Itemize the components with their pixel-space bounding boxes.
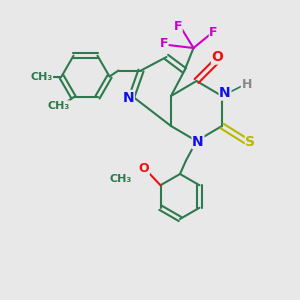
Text: N: N: [192, 135, 204, 148]
Text: S: S: [245, 136, 256, 149]
Text: O: O: [139, 161, 149, 175]
Text: N: N: [219, 86, 231, 100]
Text: F: F: [174, 20, 182, 33]
Text: N: N: [123, 91, 134, 104]
Text: CH₃: CH₃: [30, 71, 52, 82]
Text: F: F: [160, 37, 168, 50]
Text: H: H: [242, 77, 252, 91]
Text: F: F: [209, 26, 218, 40]
Text: CH₃: CH₃: [47, 101, 70, 111]
Text: O: O: [212, 50, 224, 64]
Text: CH₃: CH₃: [110, 173, 132, 184]
